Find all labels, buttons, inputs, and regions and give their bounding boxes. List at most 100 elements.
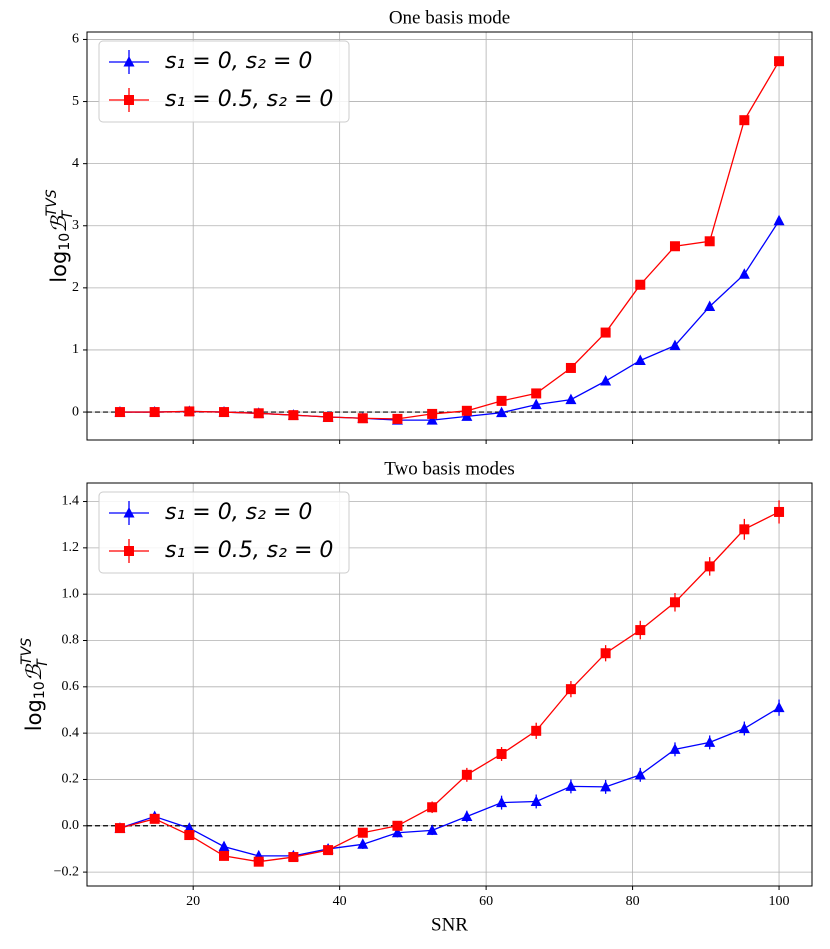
marker (739, 115, 750, 126)
marker (669, 597, 680, 608)
marker (634, 354, 646, 366)
chart-title: One basis mode (389, 7, 510, 28)
marker (565, 362, 576, 373)
marker (253, 408, 264, 419)
series-line (119, 60, 780, 420)
y-tick-label: 6 (72, 32, 79, 47)
marker (530, 795, 542, 806)
marker (149, 813, 160, 824)
marker (357, 827, 368, 838)
x-tick-label: 40 (333, 894, 347, 909)
y-tick-label: 0.8 (62, 633, 80, 648)
legend-marker (124, 546, 134, 556)
series-line (119, 220, 780, 421)
x-axis-label: SNR (431, 914, 468, 935)
marker (565, 393, 577, 405)
marker (634, 768, 646, 780)
marker (669, 743, 681, 754)
marker (427, 802, 438, 813)
marker (773, 701, 785, 713)
marker (704, 736, 716, 747)
marker (114, 407, 125, 418)
y-tick-label: 1 (72, 342, 79, 357)
y-tick-label: −0.2 (54, 864, 79, 879)
marker (184, 830, 195, 841)
marker (738, 722, 750, 734)
marker (635, 279, 646, 290)
marker (184, 406, 195, 417)
chart-title: Two basis modes (384, 458, 515, 479)
marker (149, 407, 160, 418)
x-tick-label: 20 (186, 894, 200, 909)
marker (600, 327, 611, 338)
legend: s₁ = 0, s₂ = 0 s₁ = 0.5, s₂ = 0 (98, 491, 350, 574)
marker (219, 850, 230, 861)
legend-label: s₁ = 0.5, s₂ = 0 (165, 538, 333, 563)
label-part: T (60, 209, 76, 219)
marker (635, 625, 646, 636)
y-tick-label: 0.2 (62, 772, 80, 787)
marker (288, 852, 299, 863)
marker (774, 56, 785, 67)
marker (426, 414, 438, 425)
y-axis-label: log10ℬTVST (44, 189, 76, 282)
label-part: log (47, 251, 71, 283)
y-tick-label: 0.6 (62, 679, 80, 694)
legend-label: s₁ = 0, s₂ = 0 (165, 49, 312, 74)
marker (600, 780, 612, 792)
label-part: TVS (19, 638, 35, 665)
label-part: ℬ (47, 215, 71, 233)
legend-marker (123, 56, 135, 67)
y-tick-label: 1.2 (62, 540, 80, 555)
marker (391, 826, 403, 838)
marker (114, 823, 125, 834)
marker (496, 748, 507, 759)
label-part: ℬ (22, 663, 46, 681)
marker (704, 236, 715, 247)
marker (323, 412, 334, 423)
marker (496, 395, 507, 406)
marker (530, 398, 542, 410)
marker (600, 648, 611, 659)
label-part: TVS (44, 189, 60, 216)
legend: s₁ = 0, s₂ = 0 s₁ = 0.5, s₂ = 0 (98, 40, 350, 123)
marker (392, 413, 403, 424)
marker (461, 810, 473, 822)
marker (426, 824, 438, 835)
marker (704, 561, 715, 572)
legend-marker (123, 507, 135, 518)
legend-marker (124, 95, 134, 105)
marker (219, 407, 230, 418)
y-tick-label: 2 (72, 280, 79, 295)
label-part: log (22, 699, 46, 731)
marker (565, 780, 577, 791)
x-tick-label: 60 (479, 894, 493, 909)
marker (565, 684, 576, 695)
axes-frame (86, 482, 813, 887)
label-part: T (35, 658, 51, 668)
x-tick-label: 80 (626, 894, 640, 909)
marker (531, 388, 542, 399)
marker (600, 375, 612, 386)
marker (496, 406, 508, 418)
y-axis-label: log10ℬTVST (19, 638, 51, 731)
y-tick-label: 1.0 (62, 586, 80, 601)
series-line (119, 511, 780, 863)
legend-label: s₁ = 0.5, s₂ = 0 (165, 87, 333, 112)
y-tick-label: 0.0 (62, 818, 80, 833)
y-tick-label: 0 (72, 404, 79, 419)
label-part: 10 (57, 233, 73, 251)
y-tick-label: 3 (72, 218, 79, 233)
marker (774, 506, 785, 517)
marker (253, 856, 264, 867)
marker (183, 822, 195, 833)
marker (531, 725, 542, 736)
marker (496, 796, 508, 808)
marker (461, 405, 472, 416)
marker (288, 410, 299, 421)
marker (218, 840, 230, 852)
marker (669, 241, 680, 252)
y-tick-label: 4 (72, 156, 79, 171)
series-line (119, 707, 780, 857)
